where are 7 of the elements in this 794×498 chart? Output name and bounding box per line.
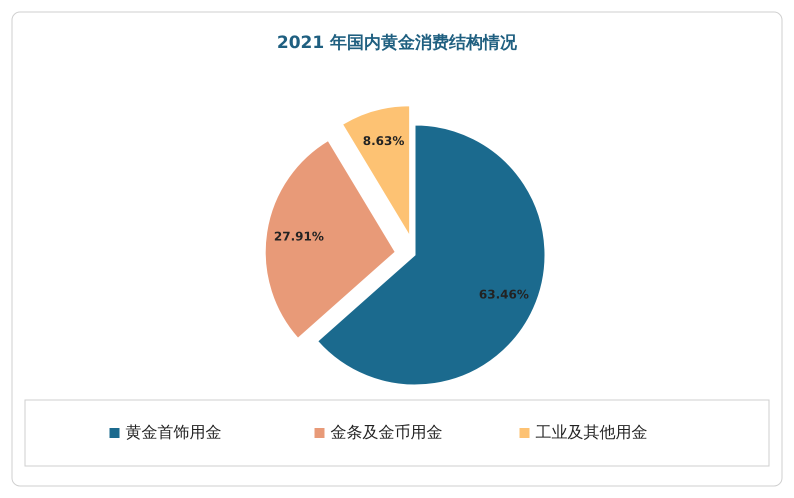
data-label: 63.46%: [478, 287, 529, 302]
chart-title: 2021 年国内黄金消费结构情况: [276, 33, 518, 53]
legend-label: 金条及金币用金: [330, 422, 442, 442]
data-label: 8.63%: [362, 134, 404, 148]
data-label: 27.91%: [274, 230, 324, 244]
legend-label: 黄金首饰用金: [126, 422, 222, 442]
legend-label: 工业及其他用金: [536, 422, 648, 442]
